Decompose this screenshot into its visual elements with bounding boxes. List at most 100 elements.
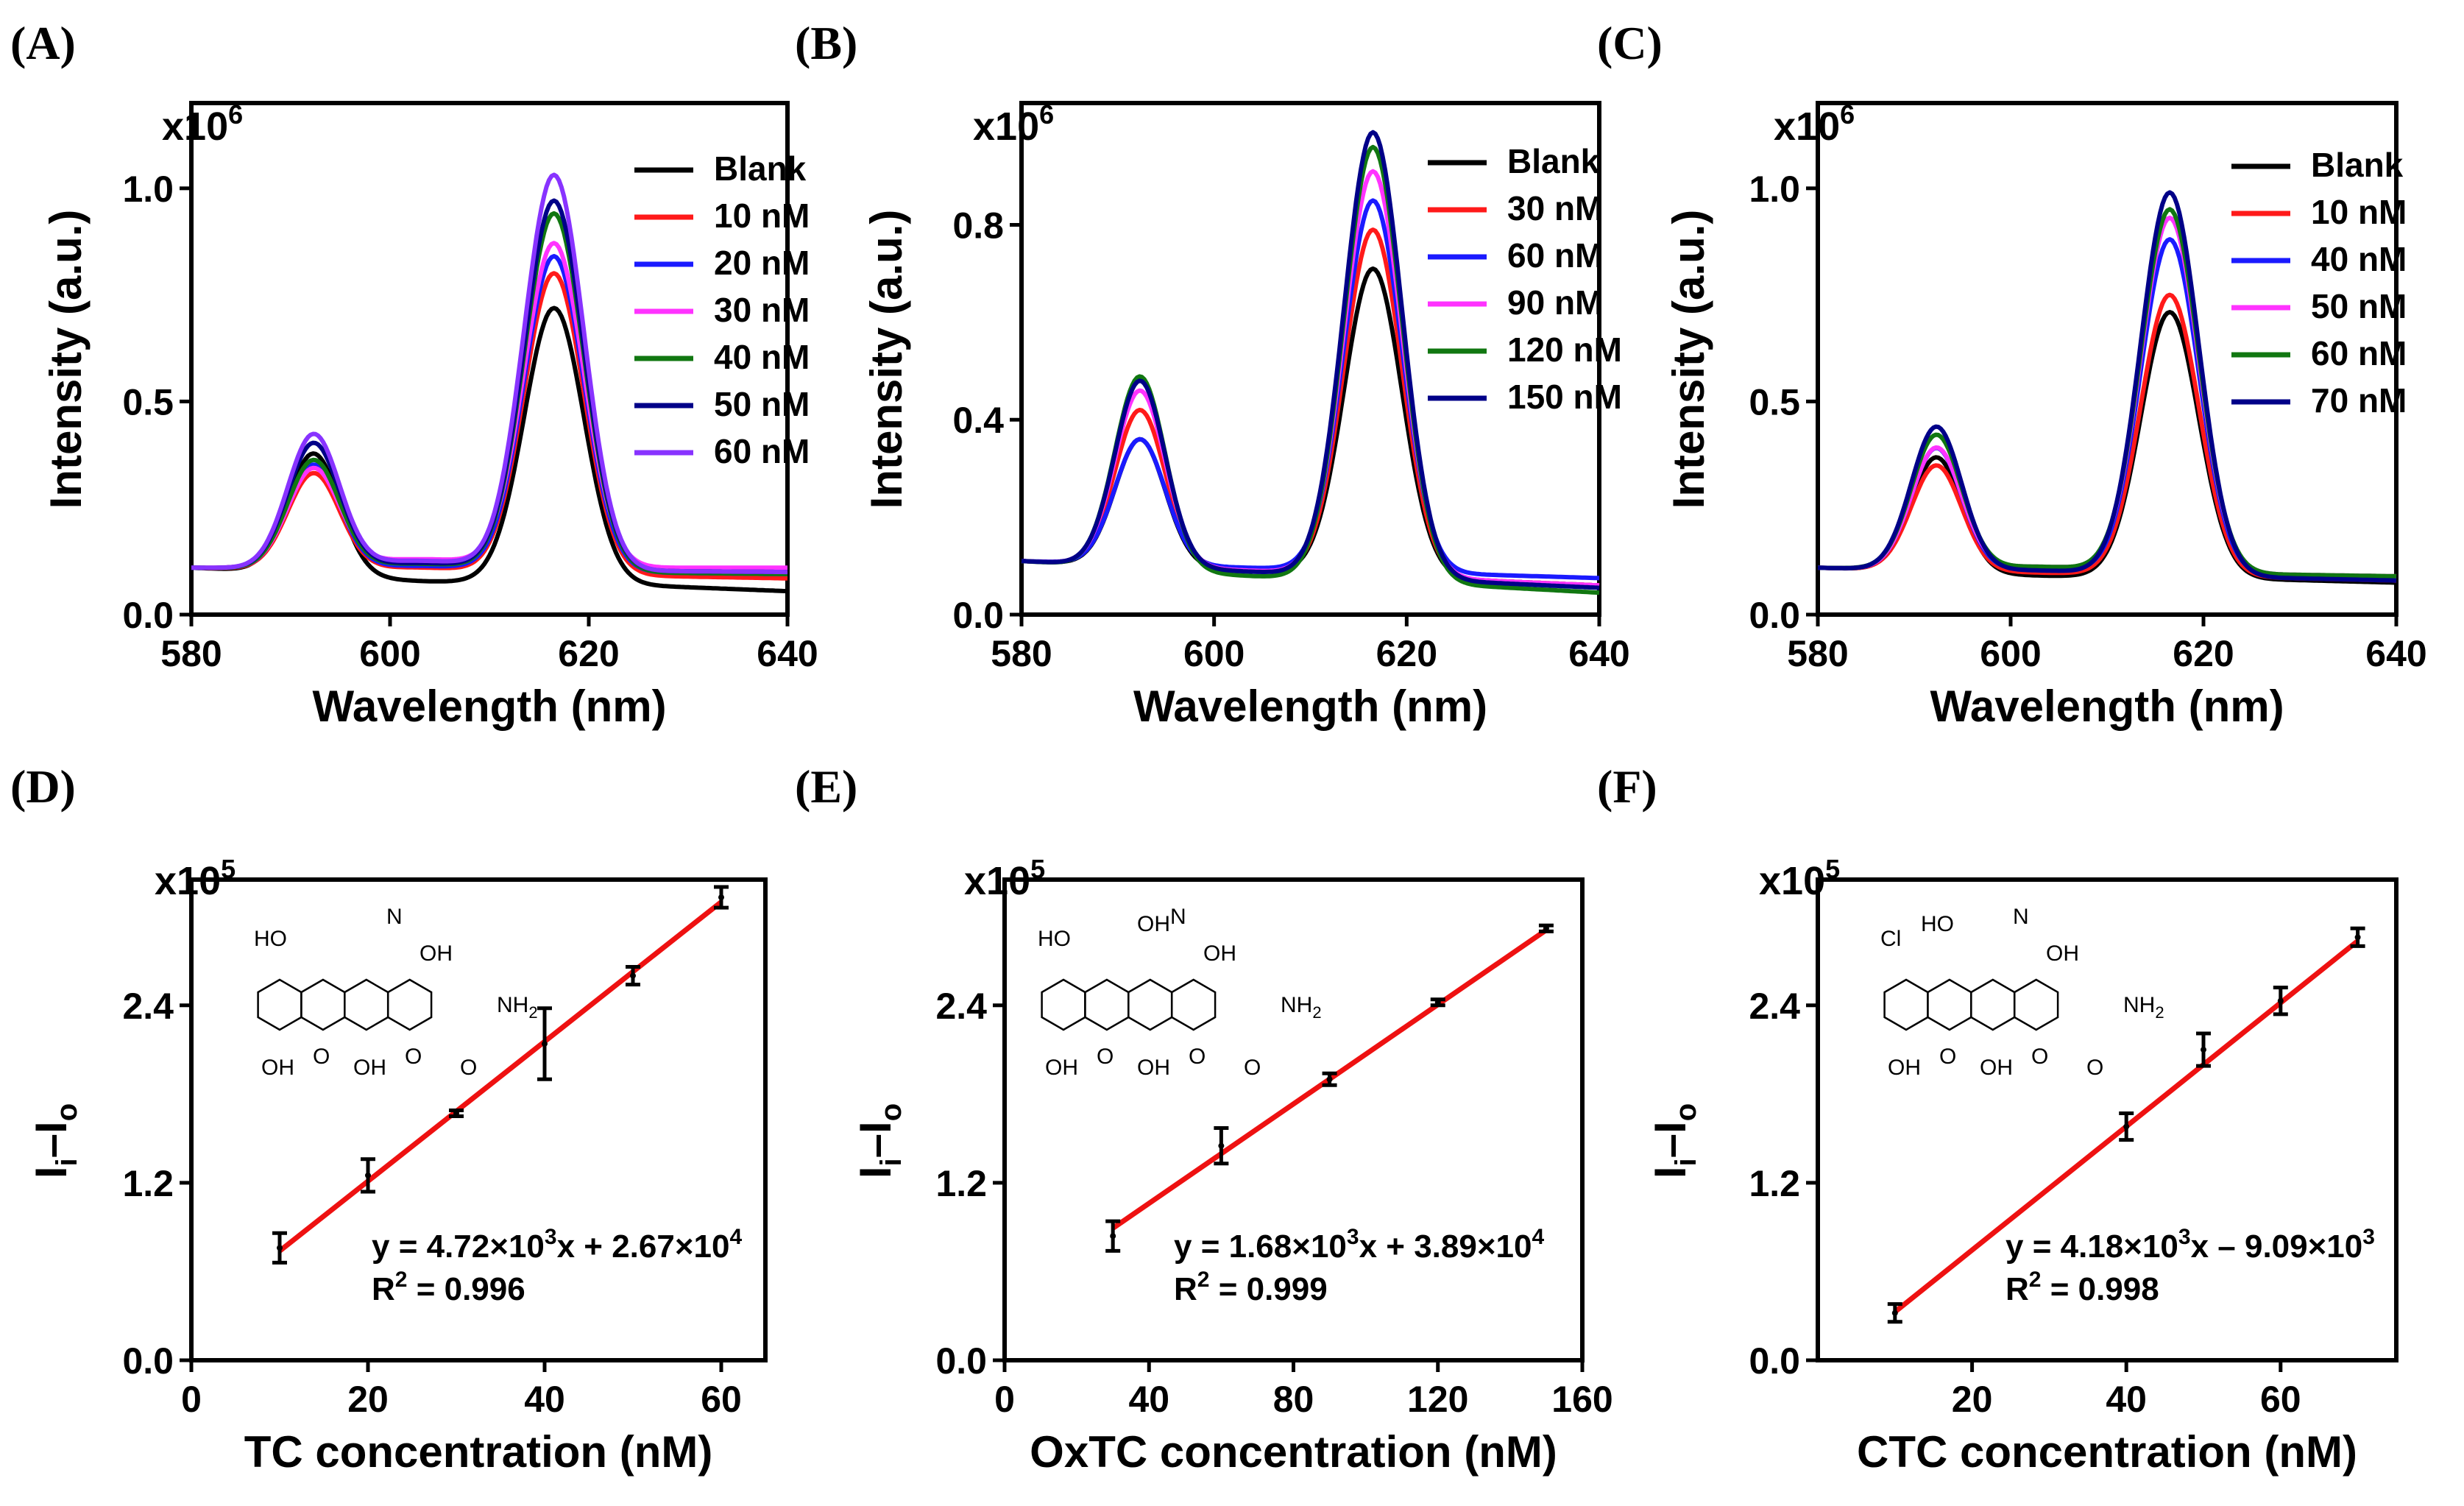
structure-label: O [1939, 1044, 1956, 1069]
y-tick-label: 1.0 [122, 169, 174, 210]
y-tick-label: 2.4 [935, 986, 987, 1027]
structure-label: OH [419, 941, 453, 966]
y-tick-label: 0.0 [1749, 1340, 1800, 1382]
structure-label: O [1189, 1044, 1206, 1069]
x-tick-label: 640 [2365, 633, 2426, 674]
spectrum-line-70-nm [1817, 190, 2397, 583]
plot-frame [189, 101, 790, 617]
structure-ring [344, 978, 389, 1031]
legend-label: 50 nM [2311, 287, 2407, 325]
legend-label: 10 nM [2311, 193, 2407, 231]
legend-label: 20 nM [714, 244, 810, 282]
legend-label: 150 nM [1507, 378, 1622, 416]
chart-panel-4: (D) x105 0 20 40 60 0.0 1.2 2.4 TC concentration … [10, 760, 768, 1477]
legend-label: 10 nM [714, 197, 810, 235]
structure-label: O [2086, 1056, 2103, 1080]
data-point [1218, 1142, 1225, 1149]
x-tick-label: 580 [991, 633, 1052, 674]
data-point [630, 972, 636, 979]
data-point [2123, 1123, 2130, 1130]
x-axis-label: TC concentration (nM) [244, 1427, 713, 1477]
plot-frame [1019, 101, 1601, 617]
structure-label: HO [1038, 927, 1071, 951]
legend-label: 60 nM [2311, 334, 2407, 372]
structure-ring [386, 978, 433, 1031]
legend-label: 60 nM [1507, 236, 1603, 275]
axis-multiplier: x106 [973, 99, 1054, 149]
x-tick-label: 640 [1568, 633, 1629, 674]
legend-label: 30 nM [714, 291, 810, 329]
y-tick-label: 0.8 [952, 205, 1004, 246]
chart-panel-5: (E) x105 0 40 80 120 160 0.0 1.2 2.4 OxTC concentr… [795, 760, 1613, 1477]
y-tick-label: 0.0 [935, 1340, 987, 1382]
axis-multiplier: x105 [155, 854, 236, 903]
structure-label: O [2031, 1044, 2048, 1069]
x-axis-label: Wavelength (nm) [312, 682, 666, 731]
data-point [277, 1245, 283, 1251]
x-axis-label: Wavelength (nm) [1133, 682, 1487, 731]
legend-label: Blank [1507, 142, 1600, 180]
structure-label: HO [1921, 912, 1954, 936]
y-axis-label: Intensity (a.u.) [862, 210, 911, 509]
structure-ring [2013, 978, 2059, 1031]
y-axis-label: Intensity (a.u.) [41, 210, 91, 509]
legend-label: 70 nM [2311, 381, 2407, 420]
y-tick-label: 0.5 [1749, 381, 1800, 423]
structure-ring [1170, 978, 1217, 1031]
y-tick-label: 1.2 [122, 1163, 174, 1204]
spectrum-line-60-nm [191, 172, 787, 575]
panel-label: (A) [10, 17, 76, 69]
panel-label: (C) [1597, 17, 1663, 69]
structure-label: OH [1045, 1056, 1078, 1080]
structure-label: O [460, 1056, 477, 1080]
structure-label: O [1097, 1044, 1114, 1069]
structure-ring [1041, 978, 1086, 1031]
x-tick-label: 580 [160, 633, 222, 674]
y-axis-label: Ii–Io [1646, 1103, 1702, 1178]
x-tick-label: 600 [1980, 633, 2041, 674]
structure-ring [1970, 978, 2016, 1031]
plot-frame [189, 877, 768, 1362]
plot-frame [1816, 877, 2398, 1362]
structure-label: HO [254, 927, 287, 951]
structure-ring [1927, 978, 1972, 1031]
spectrum-line-blank [191, 305, 788, 594]
x-tick-label: 600 [359, 633, 420, 674]
y-axis-label: Ii–Io [851, 1103, 907, 1178]
x-tick-label: 0 [994, 1379, 1015, 1420]
structure-label: OH [261, 1056, 294, 1080]
x-axis-label: OxTC concentration (nM) [1030, 1427, 1557, 1477]
y-tick-label: 0.0 [952, 595, 1004, 636]
y-tick-label: 0.5 [122, 381, 174, 423]
data-point [365, 1172, 371, 1178]
y-axis-label: Intensity (a.u.) [1664, 210, 1713, 509]
y-tick-label: 1.2 [1749, 1163, 1800, 1204]
data-point [1110, 1233, 1116, 1240]
chemical-structure: HO N OH NH2 OH O OH O O [254, 905, 538, 1080]
r-squared: R2 = 0.998 [2005, 1268, 2159, 1307]
y-tick-label: 0.0 [122, 1340, 174, 1382]
structure-label: OH [1137, 912, 1170, 936]
x-axis-label: Wavelength (nm) [1930, 682, 2284, 731]
x-tick-label: 120 [1407, 1379, 1468, 1420]
structure-label: O [1244, 1056, 1261, 1080]
x-tick-label: 40 [1128, 1379, 1169, 1420]
data-point [2354, 934, 2361, 941]
panel-label: (B) [795, 17, 857, 69]
structure-label: O [313, 1044, 330, 1069]
legend-label: 120 nM [1507, 330, 1622, 369]
fit-equation: y = 4.18×103x – 9.09×103 [2005, 1225, 2375, 1265]
data-point [2201, 1047, 2206, 1053]
chart-panel-2: (B) x106 580 600 620 640 0.0 0.4 0.8 Wavelength (… [795, 17, 1630, 731]
data-point [1891, 1309, 1898, 1316]
legend-label: 30 nM [1507, 189, 1603, 227]
data-point [2277, 997, 2284, 1004]
x-tick-label: 580 [1787, 633, 1848, 674]
x-tick-label: 60 [2260, 1379, 2301, 1420]
x-tick-label: 640 [757, 633, 818, 674]
structure-label: NH2 [497, 993, 538, 1022]
legend-label: 60 nM [714, 432, 810, 470]
structure-label: OH [1888, 1056, 1921, 1080]
plot-frame [1816, 101, 2398, 617]
